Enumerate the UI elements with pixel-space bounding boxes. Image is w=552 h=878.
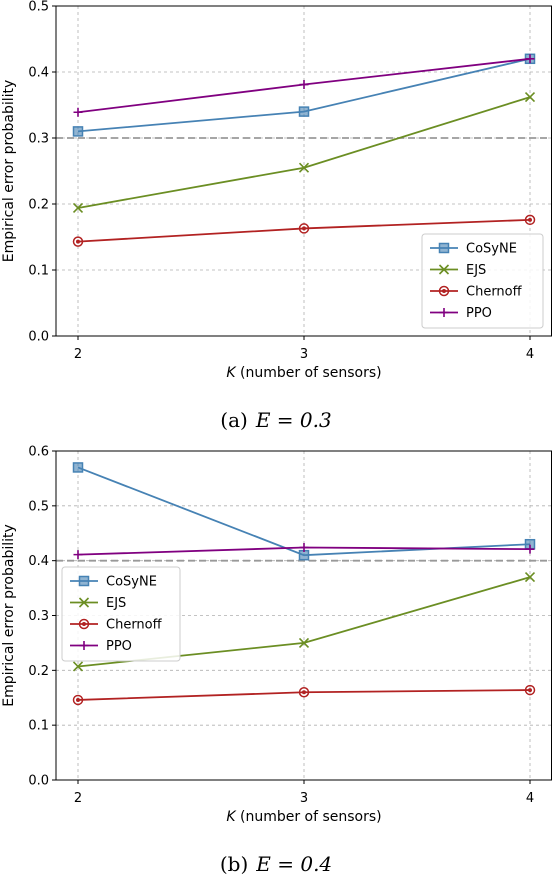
legend-label: EJS bbox=[106, 596, 126, 611]
data-point-ppo-0 bbox=[73, 107, 83, 117]
y-axis-label: Empirical error probability bbox=[1, 80, 17, 263]
legend-label: EJS bbox=[466, 263, 486, 278]
legend-entry-ejs: EJS bbox=[70, 596, 126, 611]
data-point-chernoff-0 bbox=[72, 236, 84, 247]
chart-a: 0.0 0.1 0.2 0.3 0.4 0.5 2 3 4 K (number of sensor… bbox=[1, 0, 552, 432]
x-axis-label-text: (number of sensors) bbox=[236, 809, 382, 825]
legend-label: PPO bbox=[466, 306, 492, 321]
legend-entry-ejs: EJS bbox=[430, 263, 486, 278]
legend-entry-cosyne: CoSyNE bbox=[70, 575, 157, 590]
y-axis-label: Empirical error probability bbox=[1, 524, 17, 707]
x-axis-label-text: (number of sensors) bbox=[236, 365, 382, 381]
data-point-ppo-2 bbox=[525, 544, 535, 554]
x-tick-label: 4 bbox=[526, 791, 534, 806]
legend-entry-ppo: PPO bbox=[430, 306, 492, 321]
data-point-ejs-1 bbox=[298, 162, 310, 173]
y-tick-label: 0.5 bbox=[28, 499, 49, 514]
y-tick-label: 0.1 bbox=[28, 719, 49, 734]
x-tick-label: 4 bbox=[526, 347, 534, 362]
x-tick-label: 3 bbox=[300, 791, 308, 806]
y-tick-label: 0.4 bbox=[28, 554, 49, 569]
data-point-cosyne-0 bbox=[72, 126, 84, 137]
data-point-chernoff-2 bbox=[524, 684, 536, 696]
legend-label: Chernoff bbox=[106, 618, 163, 633]
data-point-chernoff-1 bbox=[298, 687, 310, 698]
x-axis-label: K (number of sensors) bbox=[226, 809, 381, 825]
x-tick-label: 2 bbox=[74, 347, 82, 362]
y-tick-label: 0.3 bbox=[28, 132, 49, 147]
series-ejs bbox=[72, 92, 536, 214]
figure-caption: (b) E = 0.4 bbox=[220, 852, 332, 876]
data-point-chernoff-1 bbox=[298, 223, 310, 234]
data-point-ppo-1 bbox=[299, 543, 309, 553]
y-tick-label: 0.3 bbox=[28, 609, 49, 624]
data-point-ejs-2 bbox=[524, 92, 536, 103]
y-tick-label: 0.1 bbox=[28, 264, 49, 279]
data-point-cosyne-1 bbox=[298, 549, 310, 561]
legend-entry-ppo: PPO bbox=[70, 639, 132, 654]
data-point-cosyne-1 bbox=[298, 106, 310, 117]
caption-prefix: (a) bbox=[220, 408, 248, 432]
y-tick-label: 0.5 bbox=[28, 0, 49, 15]
figure-caption: (a) E = 0.3 bbox=[220, 408, 331, 432]
legend-marker bbox=[78, 618, 90, 630]
legend-entry-cosyne: CoSyNE bbox=[430, 242, 517, 257]
data-point-chernoff-2 bbox=[524, 214, 536, 226]
caption-prefix: (b) bbox=[220, 852, 248, 876]
legend-label: PPO bbox=[106, 639, 132, 654]
data-point-ejs-2 bbox=[524, 572, 536, 583]
chart-b: 0.0 0.1 0.2 0.3 0.4 0.5 0.6 2 3 4 K (number of sen… bbox=[1, 445, 552, 876]
legend-label: CoSyNE bbox=[466, 242, 517, 257]
y-tick-label: 0.4 bbox=[28, 66, 49, 81]
legend: CoSyNE EJS Chernoff PPO bbox=[61, 566, 181, 662]
legend-box bbox=[61, 566, 181, 662]
x-axis-label-var: K bbox=[226, 809, 237, 825]
series-ppo bbox=[73, 543, 535, 560]
data-point-cosyne-0 bbox=[72, 462, 84, 473]
y-tick-label: 0.2 bbox=[28, 198, 49, 213]
x-tick-label: 2 bbox=[74, 791, 82, 806]
x-tick-label: 3 bbox=[300, 347, 308, 362]
legend-box bbox=[421, 233, 544, 329]
y-tick-label: 0.6 bbox=[28, 445, 49, 460]
y-tick-label: 0.0 bbox=[28, 774, 49, 789]
legend-marker bbox=[438, 264, 450, 275]
data-point-ppo-0 bbox=[73, 550, 83, 560]
series-chernoff bbox=[72, 214, 536, 247]
data-point-ejs-0 bbox=[72, 661, 84, 672]
y-tick-label: 0.0 bbox=[28, 330, 49, 345]
x-axis-label: K (number of sensors) bbox=[226, 365, 381, 381]
legend-marker bbox=[79, 641, 89, 650]
legend-marker bbox=[439, 308, 449, 317]
data-point-ppo-2 bbox=[525, 54, 535, 64]
legend-entry-chernoff: Chernoff bbox=[70, 618, 163, 633]
data-point-ejs-1 bbox=[298, 637, 310, 648]
legend: CoSyNE EJS Chernoff PPO bbox=[421, 233, 544, 329]
legend-marker bbox=[438, 285, 450, 297]
caption-math: E = 0.3 bbox=[255, 408, 332, 432]
y-tick-label: 0.2 bbox=[28, 664, 49, 679]
data-point-ppo-1 bbox=[299, 80, 309, 90]
x-axis-label-var: K bbox=[226, 365, 237, 381]
legend-label: Chernoff bbox=[466, 285, 523, 300]
caption-math: E = 0.4 bbox=[255, 852, 332, 876]
data-point-ejs-0 bbox=[72, 202, 84, 214]
series-chernoff bbox=[72, 684, 536, 706]
legend-label: CoSyNE bbox=[106, 575, 157, 590]
legend-marker bbox=[78, 575, 90, 587]
legend-marker bbox=[438, 242, 450, 254]
legend-entry-chernoff: Chernoff bbox=[430, 285, 523, 300]
series-ppo bbox=[73, 54, 535, 117]
legend-marker bbox=[78, 597, 90, 608]
data-point-chernoff-0 bbox=[72, 694, 84, 706]
